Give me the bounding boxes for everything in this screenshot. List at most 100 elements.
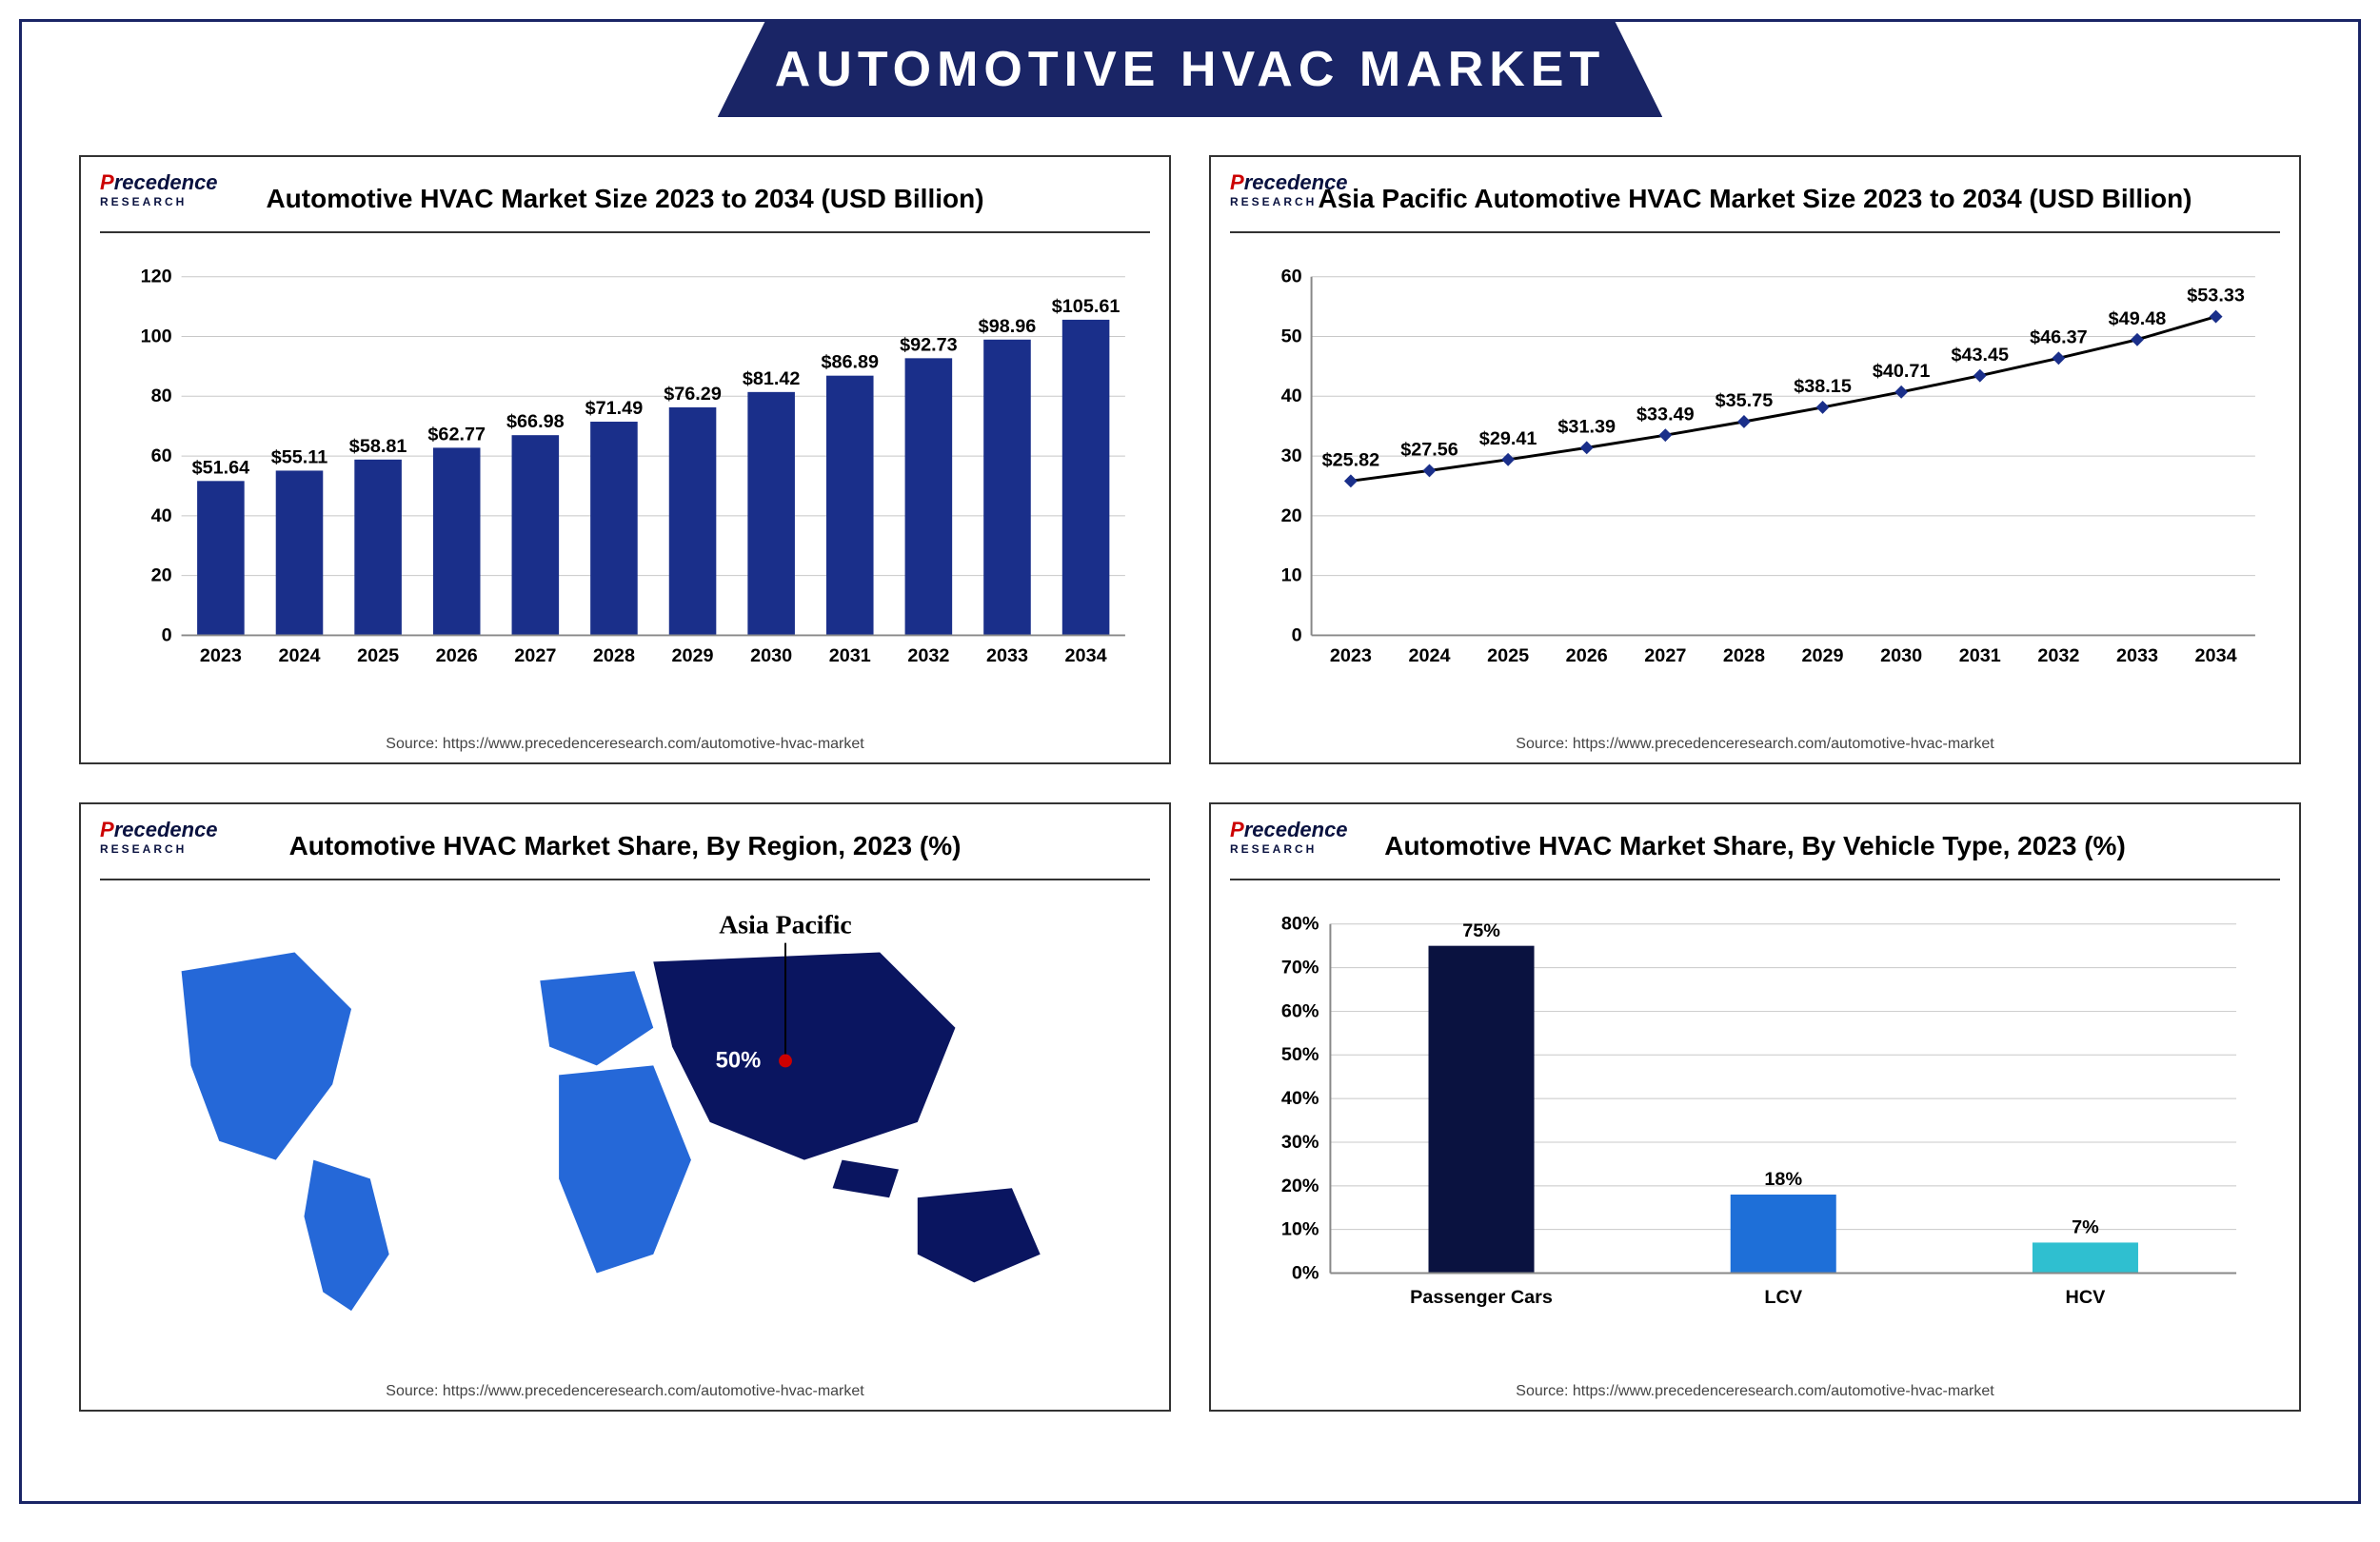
svg-text:20: 20 [1281, 505, 1302, 526]
chart-grid: PrecedenceRESEARCH Automotive HVAC Marke… [22, 117, 2358, 1450]
svg-text:$71.49: $71.49 [585, 398, 644, 419]
brand-logo: PrecedenceRESEARCH [100, 170, 218, 208]
svg-text:$49.48: $49.48 [2109, 308, 2167, 329]
main-banner: AUTOMOTIVE HVAC MARKET [718, 22, 1663, 117]
svg-text:$46.37: $46.37 [2030, 326, 2088, 347]
svg-text:70%: 70% [1281, 958, 1319, 979]
svg-text:10: 10 [1281, 565, 1302, 586]
svg-text:0: 0 [162, 624, 172, 645]
brand-logo: PrecedenceRESEARCH [1230, 170, 1348, 208]
svg-text:50: 50 [1281, 326, 1302, 346]
chart-panel-vehicle-type: PrecedenceRESEARCH Automotive HVAC Marke… [1209, 802, 2301, 1412]
svg-text:$51.64: $51.64 [192, 457, 250, 478]
svg-text:2024: 2024 [1408, 645, 1450, 666]
svg-text:2026: 2026 [436, 645, 478, 666]
svg-text:2026: 2026 [1566, 645, 1608, 666]
bar-chart-vehicle: 0%10%20%30%40%50%60%70%80%75%Passenger C… [1230, 896, 2280, 1330]
svg-text:60: 60 [1281, 267, 1302, 287]
svg-text:$25.82: $25.82 [1322, 449, 1380, 470]
svg-text:$40.71: $40.71 [1873, 361, 1931, 382]
svg-text:$98.96: $98.96 [979, 316, 1037, 337]
svg-text:50%: 50% [716, 1047, 762, 1073]
chart-title: Automotive HVAC Market Size 2023 to 2034… [100, 176, 1150, 233]
svg-text:2034: 2034 [2195, 645, 2237, 666]
svg-text:$76.29: $76.29 [664, 384, 722, 405]
svg-text:2028: 2028 [1723, 645, 1765, 666]
world-map-chart: Asia Pacific 50% [100, 896, 1150, 1330]
svg-text:50%: 50% [1281, 1044, 1319, 1065]
svg-text:60: 60 [151, 445, 172, 466]
svg-text:2025: 2025 [1487, 645, 1529, 666]
svg-text:2023: 2023 [200, 645, 242, 666]
svg-text:2028: 2028 [593, 645, 635, 666]
source-text: Source: https://www.precedenceresearch.c… [1211, 736, 2299, 753]
svg-text:30: 30 [1281, 445, 1302, 466]
svg-text:18%: 18% [1764, 1169, 1802, 1190]
svg-text:$33.49: $33.49 [1636, 404, 1695, 425]
svg-text:Passenger Cars: Passenger Cars [1410, 1287, 1553, 1308]
svg-text:40: 40 [151, 505, 172, 526]
svg-text:2025: 2025 [357, 645, 399, 666]
svg-text:$53.33: $53.33 [2187, 286, 2245, 306]
svg-text:2033: 2033 [2116, 645, 2158, 666]
svg-text:20%: 20% [1281, 1176, 1319, 1196]
svg-text:2030: 2030 [750, 645, 792, 666]
svg-text:2024: 2024 [278, 645, 320, 666]
svg-text:2031: 2031 [829, 645, 871, 666]
svg-text:$35.75: $35.75 [1716, 390, 1774, 411]
svg-text:Asia Pacific: Asia Pacific [719, 911, 851, 940]
svg-text:30%: 30% [1281, 1132, 1319, 1153]
svg-text:$55.11: $55.11 [271, 447, 328, 468]
svg-text:0%: 0% [1292, 1262, 1319, 1283]
svg-text:2029: 2029 [1802, 645, 1844, 666]
source-text: Source: https://www.precedenceresearch.c… [81, 736, 1169, 753]
dashboard-frame: AUTOMOTIVE HVAC MARKET PrecedenceRESEARC… [19, 19, 2361, 1504]
svg-text:$43.45: $43.45 [1951, 345, 2009, 366]
chart-panel-market-size: PrecedenceRESEARCH Automotive HVAC Marke… [79, 155, 1171, 764]
svg-text:40%: 40% [1281, 1088, 1319, 1109]
chart-panel-asia-pacific: PrecedenceRESEARCH Asia Pacific Automoti… [1209, 155, 2301, 764]
svg-text:20: 20 [151, 565, 172, 586]
svg-text:120: 120 [141, 267, 172, 287]
svg-text:$27.56: $27.56 [1400, 440, 1458, 461]
source-text: Source: https://www.precedenceresearch.c… [1211, 1383, 2299, 1400]
svg-text:2034: 2034 [1065, 645, 1107, 666]
svg-text:60%: 60% [1281, 1000, 1319, 1021]
chart-title: Automotive HVAC Market Share, By Vehicle… [1230, 823, 2280, 880]
svg-text:0: 0 [1292, 624, 1302, 645]
svg-text:$31.39: $31.39 [1557, 416, 1616, 437]
svg-text:$86.89: $86.89 [821, 352, 879, 373]
brand-logo: PrecedenceRESEARCH [100, 818, 218, 856]
svg-text:2031: 2031 [1959, 645, 2001, 666]
svg-text:$92.73: $92.73 [900, 334, 958, 355]
svg-text:HCV: HCV [2066, 1287, 2107, 1308]
svg-text:2032: 2032 [907, 645, 949, 666]
svg-text:$105.61: $105.61 [1052, 296, 1121, 317]
bar-chart-global: 0 20 40 60 80 100 120 $51.64 2023 $55.11 2024 $58.8… [100, 248, 1150, 682]
svg-text:LCV: LCV [1764, 1287, 1802, 1308]
svg-text:$38.15: $38.15 [1794, 376, 1852, 397]
svg-text:100: 100 [141, 326, 172, 346]
svg-text:$81.42: $81.42 [743, 368, 801, 389]
svg-text:7%: 7% [2072, 1217, 2099, 1238]
svg-text:$62.77: $62.77 [427, 424, 486, 445]
svg-text:$66.98: $66.98 [506, 411, 565, 432]
svg-text:80%: 80% [1281, 914, 1319, 935]
svg-text:2027: 2027 [514, 645, 556, 666]
svg-text:2029: 2029 [672, 645, 714, 666]
svg-text:2033: 2033 [986, 645, 1028, 666]
svg-text:2027: 2027 [1644, 645, 1686, 666]
svg-text:$58.81: $58.81 [349, 436, 407, 457]
svg-text:$29.41: $29.41 [1479, 428, 1537, 449]
svg-text:40: 40 [1281, 386, 1302, 406]
chart-title: Asia Pacific Automotive HVAC Market Size… [1230, 176, 2280, 233]
source-text: Source: https://www.precedenceresearch.c… [81, 1383, 1169, 1400]
line-chart-asia: 0 10 20 30 40 50 60 2023 2024 2025 2026 2027 2028 202… [1230, 248, 2280, 682]
svg-text:80: 80 [151, 386, 172, 406]
chart-title: Automotive HVAC Market Share, By Region,… [100, 823, 1150, 880]
brand-logo: PrecedenceRESEARCH [1230, 818, 1348, 856]
svg-text:75%: 75% [1462, 920, 1500, 941]
svg-text:2032: 2032 [2037, 645, 2079, 666]
svg-text:2023: 2023 [1330, 645, 1372, 666]
chart-panel-region-share: PrecedenceRESEARCH Automotive HVAC Marke… [79, 802, 1171, 1412]
